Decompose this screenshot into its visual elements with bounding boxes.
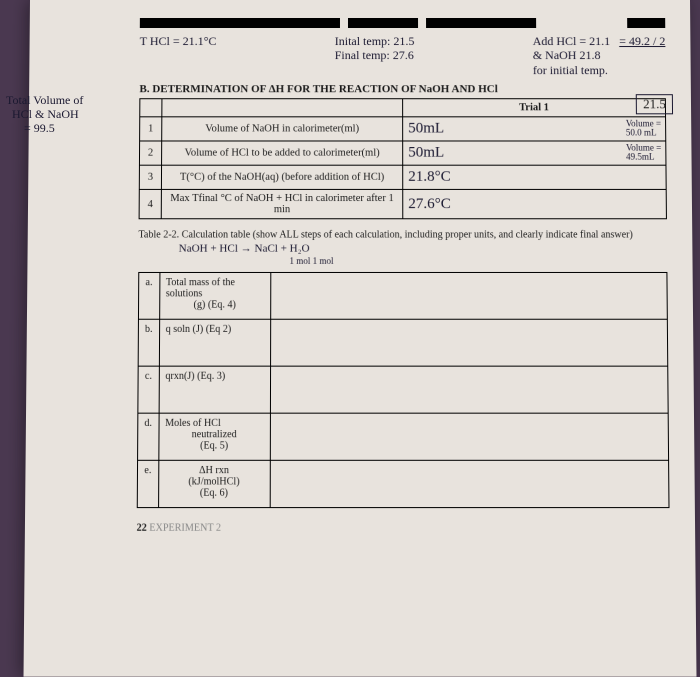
margin-total-volume-note: Total Volume of HCl & NaOH = 99.5	[6, 94, 83, 135]
row-label: Total mass of the solutions (g) (Eq. 4)	[159, 272, 270, 319]
table-row: d. Moles of HCl neutralized (Eq. 5)	[138, 413, 669, 460]
row-label: q soln (J) (Eq 2)	[159, 319, 270, 366]
row-idx: c.	[138, 366, 159, 413]
inital-temp: Inital temp: 21.5	[335, 34, 415, 48]
row-label: Moles of HCl neutralized (Eq. 5)	[158, 413, 270, 460]
row-idx: 2	[139, 141, 161, 165]
page-footer: 22 EXPERIMENT 2	[137, 522, 670, 533]
add-hcl-note: Add HCl = 21.1 = 49.2 / 2 & NaOH 21.8 fo…	[533, 34, 666, 77]
black-bar	[140, 18, 340, 28]
row-label: ΔH rxn (kJ/molHCl) (Eq. 6)	[158, 460, 270, 507]
handwritten-value: 21.8°C	[408, 169, 451, 185]
experiment-label: EXPERIMENT 2	[149, 522, 221, 533]
black-bar	[627, 18, 665, 28]
row-value-cell: 27.6°C	[403, 190, 667, 219]
row-desc: Volume of NaOH in calorimeter(ml)	[162, 117, 403, 141]
calc-cell	[270, 366, 668, 413]
row-idx: 3	[139, 165, 161, 189]
row-value-cell: 50mL Volume = 50.0 mL	[403, 117, 666, 141]
row-idx: 1	[140, 117, 162, 141]
row-desc: T(°C) of the NaOH(aq) (before addition o…	[161, 165, 402, 189]
table-row: 4 Max Tfinal °C of NaOH + HCl in calorim…	[139, 190, 666, 219]
caption-text: Table 2-2. Calculation table (show ALL s…	[138, 230, 632, 241]
mol-ratio: 1 mol 1 mol	[289, 256, 333, 266]
table-header-row: Trial 1	[140, 99, 666, 117]
row-idx: 4	[139, 190, 161, 219]
row-idx: d.	[138, 413, 159, 460]
handwritten-value: 50mL	[408, 121, 444, 137]
row-idx: a.	[138, 272, 159, 319]
add-hcl-frac: = 49.2 / 2	[619, 34, 665, 48]
row-label: qrxn(J) (Eq. 3)	[159, 366, 270, 413]
temp-notes: Inital temp: 21.5 Final temp: 27.6	[335, 34, 415, 63]
calc-cell	[270, 460, 669, 507]
row-desc: Volume of HCl to be added to calorimeter…	[162, 141, 403, 165]
calculation-table: a. Total mass of the solutions (g) (Eq. …	[137, 272, 670, 508]
row-idx: e.	[137, 460, 158, 507]
blank-desc-header	[162, 99, 403, 117]
final-temp: Final temp: 27.6	[335, 48, 415, 62]
worksheet-paper: T HCl = 21.1°C Inital temp: 21.5 Final t…	[24, 0, 697, 677]
table2-caption: Table 2-2. Calculation table (show ALL s…	[138, 230, 667, 269]
trial1-header: Trial 1	[403, 99, 666, 117]
trial-table: Trial 1 1 Volume of NaOH in calorimeter(…	[139, 98, 667, 219]
table-row: b. q soln (J) (Eq 2)	[138, 319, 668, 366]
table-row: c. qrxn(J) (Eq. 3)	[138, 366, 668, 413]
blank-idx-header	[140, 99, 162, 117]
add-hcl-l1: Add HCl = 21.1	[533, 34, 611, 48]
black-bar	[348, 18, 418, 28]
row-desc: Max Tfinal °C of NaOH + HCl in calorimet…	[161, 190, 403, 219]
table-row: a. Total mass of the solutions (g) (Eq. …	[138, 272, 667, 319]
for-initial: for initial temp.	[533, 63, 666, 77]
table-row: 1 Volume of NaOH in calorimeter(ml) 50mL…	[140, 117, 666, 141]
table-row: 3 T(°C) of the NaOH(aq) (before addition…	[139, 165, 666, 189]
row-value-cell: 50mL Volume = 49.5mL	[403, 141, 666, 165]
handwritten-value: 27.6°C	[408, 196, 451, 212]
add-hcl-l2: & NaOH 21.8	[533, 48, 666, 62]
reaction-equation: NaOH + HCl → NaCl + H₂O	[179, 242, 310, 254]
calc-cell	[270, 413, 669, 460]
handwritten-value: 50mL	[408, 145, 444, 161]
section-b-header: B. DETERMINATION OF ΔH FOR THE REACTION …	[139, 83, 665, 95]
row-idx: b.	[138, 319, 159, 366]
calc-cell	[270, 272, 667, 319]
side-note: Volume = 49.5mL	[626, 144, 661, 162]
thcl-note: T HCl = 21.1°C	[140, 34, 217, 48]
page-number: 22	[137, 522, 147, 533]
table-row: 2 Volume of HCl to be added to calorimet…	[139, 141, 666, 165]
table-row: e. ΔH rxn (kJ/molHCl) (Eq. 6)	[137, 460, 669, 507]
boxed-value: 21.5	[636, 94, 673, 114]
side-note: Volume = 50.0 mL	[626, 120, 661, 138]
row-value-cell: 21.8°C	[403, 165, 666, 189]
calc-cell	[270, 319, 668, 366]
redaction-bars	[140, 18, 665, 28]
top-handwriting-row: T HCl = 21.1°C Inital temp: 21.5 Final t…	[140, 34, 666, 77]
black-bar	[426, 18, 536, 28]
